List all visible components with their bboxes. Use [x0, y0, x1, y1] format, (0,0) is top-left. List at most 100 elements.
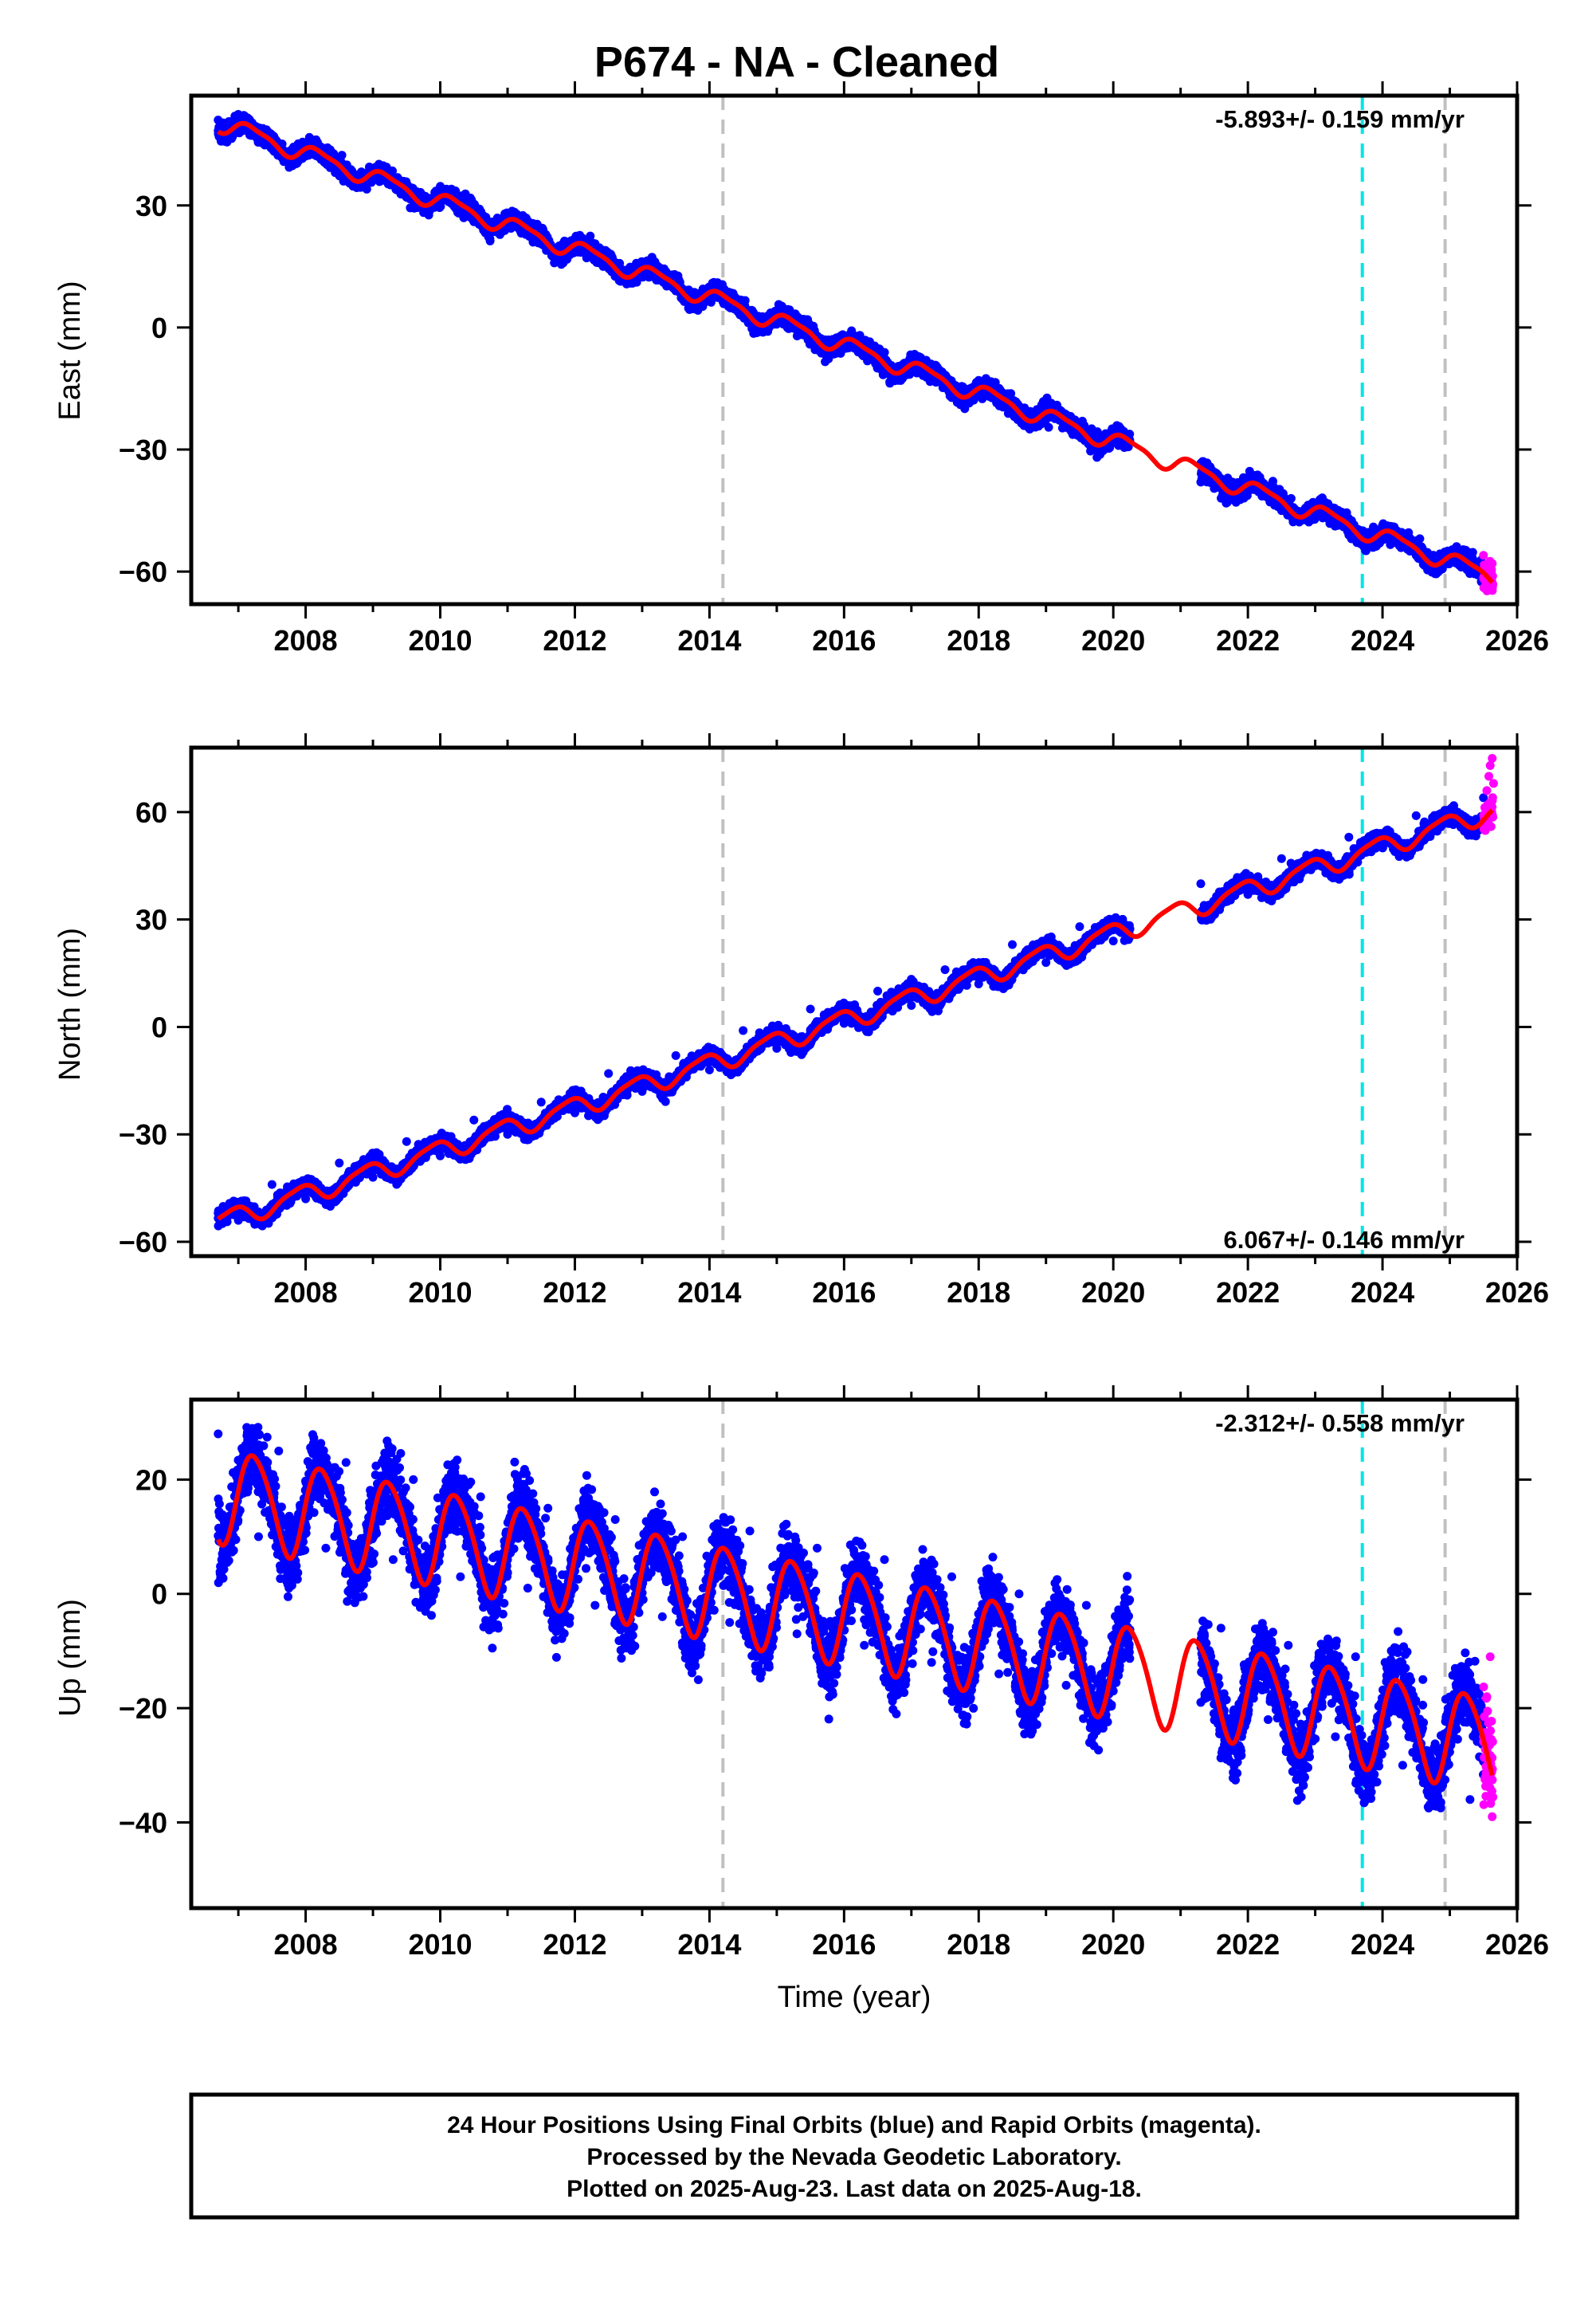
north-rapid-point: [1485, 760, 1495, 770]
east-final-point: [1223, 473, 1233, 483]
north-final-point: [1344, 832, 1354, 842]
east-final-point: [469, 217, 479, 226]
up-final-point: [523, 1584, 532, 1593]
north-final-point: [704, 1065, 714, 1074]
north-x-tick-label: 2010: [408, 1276, 472, 1309]
up-final-point: [745, 1526, 755, 1536]
up-final-point: [1418, 1675, 1428, 1684]
up-final-point: [214, 1429, 223, 1439]
up-plot-frame: [189, 1397, 1520, 1910]
north-final-point: [536, 1098, 546, 1107]
footer-line-1: 24 Hour Positions Using Final Orbits (bl…: [447, 2112, 1261, 2138]
north-final-point: [570, 1108, 579, 1117]
north-x-tick-label: 2008: [274, 1276, 338, 1309]
north-rapid-point: [1484, 772, 1494, 781]
footer-box: [189, 2092, 1520, 2220]
north-final-point: [671, 1050, 680, 1060]
north-final-point: [1075, 922, 1084, 932]
north-final-point: [1479, 793, 1488, 803]
north-final-point: [1276, 854, 1286, 863]
east-final-point: [1276, 506, 1286, 516]
north-x-tick-label: 2024: [1351, 1276, 1414, 1309]
up-final-point: [927, 1658, 936, 1667]
up-final-point: [1108, 1687, 1118, 1696]
up-panel: 2008 2010 2012 2014 2016 2018 2020 2022 2024 2026…: [53, 1385, 1549, 1961]
up-final-point: [1061, 1680, 1071, 1690]
north-y-tick-label: −60: [119, 1226, 167, 1259]
north-panel: 2008 2010 2012 2014 2016 2018 2020 2022 2024 2026…: [53, 733, 1549, 1309]
up-x-tick-label: 2012: [543, 1928, 606, 1961]
east-x-tick-label: 2020: [1081, 624, 1145, 657]
up-x-tick-label: 2008: [274, 1928, 338, 1961]
east-plot-frame: [189, 93, 1520, 607]
up-final-point: [1216, 1624, 1225, 1633]
up-y-tick-label: −20: [119, 1692, 167, 1725]
up-final-point: [792, 1629, 802, 1639]
x-axis-label: Time (year): [778, 1981, 931, 2014]
east-x-tick-label: 2024: [1351, 624, 1414, 657]
up-final-point: [994, 1669, 1004, 1679]
east-y-tick-label: 0: [151, 312, 167, 344]
north-final-point: [335, 1158, 344, 1168]
up-final-point: [341, 1458, 351, 1467]
up-y-tick-label: 0: [151, 1578, 167, 1611]
north-rapid-point: [1482, 786, 1492, 795]
east-x-tick-label: 2010: [408, 624, 472, 657]
up-final-point: [388, 1555, 398, 1565]
up-final-point: [725, 1618, 735, 1628]
north-x-tick-label: 2012: [543, 1276, 606, 1309]
east-y-tick-label: −60: [119, 556, 167, 588]
north-final-point: [1243, 889, 1253, 899]
north-final-point: [839, 1019, 849, 1028]
north-final-point: [469, 1115, 479, 1125]
north-final-point: [368, 1172, 378, 1182]
up-final-point: [1331, 1732, 1340, 1742]
east-rate-label: -5.893+/- 0.159 mm/yr: [1215, 105, 1465, 133]
up-final-point: [456, 1572, 465, 1581]
north-final-point: [402, 1137, 411, 1146]
north-final-point: [637, 1086, 647, 1096]
north-model-fit-line: [216, 808, 1494, 1222]
north-final-point: [1007, 940, 1017, 949]
east-x-tick-label: 2014: [677, 624, 741, 657]
up-x-tick-label: 2014: [677, 1928, 741, 1961]
up-final-point: [1014, 1589, 1024, 1599]
north-x-tick-label: 2022: [1216, 1276, 1280, 1309]
north-x-tick-label: 2016: [812, 1276, 876, 1309]
north-final-point: [1378, 843, 1387, 853]
east-final-point: [214, 116, 223, 125]
up-final-point: [947, 1572, 956, 1581]
east-final-point: [503, 209, 512, 218]
east-model-fit-line: [217, 120, 1495, 584]
north-y-tick-label: 60: [135, 796, 167, 829]
east-x-tick-label: 2026: [1485, 624, 1549, 657]
east-x-tick-label: 2022: [1216, 624, 1280, 657]
east-final-point: [907, 351, 916, 361]
up-final-point: [1284, 1640, 1293, 1650]
up-final-point: [610, 1515, 620, 1525]
north-y-tick-label: 0: [151, 1011, 167, 1043]
north-final-point: [806, 1004, 815, 1014]
north-final-point: [772, 1043, 782, 1053]
north-final-point: [1445, 818, 1455, 827]
east-x-tick-label: 2008: [274, 624, 338, 657]
north-final-point: [1108, 937, 1118, 946]
north-final-point: [907, 1000, 916, 1010]
east-final-point: [1196, 477, 1206, 487]
up-x-tick-label: 2026: [1485, 1928, 1549, 1961]
north-final-point: [1196, 879, 1206, 889]
north-x-tick-label: 2018: [947, 1276, 1010, 1309]
east-y-tick-label: −30: [119, 434, 167, 466]
north-final-point: [974, 980, 983, 989]
up-rate-label: -2.312+/- 0.558 mm/yr: [1215, 1409, 1465, 1437]
up-final-point: [321, 1543, 331, 1553]
up-final-point: [253, 1532, 263, 1541]
up-x-tick-label: 2016: [812, 1928, 876, 1961]
north-final-point: [301, 1194, 311, 1204]
east-x-tick-label: 2016: [812, 624, 876, 657]
up-model-fit-line: [216, 1453, 1495, 1786]
up-x-tick-label: 2020: [1081, 1928, 1145, 1961]
north-final-point: [233, 1215, 243, 1225]
footer-line-3: Plotted on 2025-Aug-23. Last data on 202…: [567, 2176, 1142, 2202]
